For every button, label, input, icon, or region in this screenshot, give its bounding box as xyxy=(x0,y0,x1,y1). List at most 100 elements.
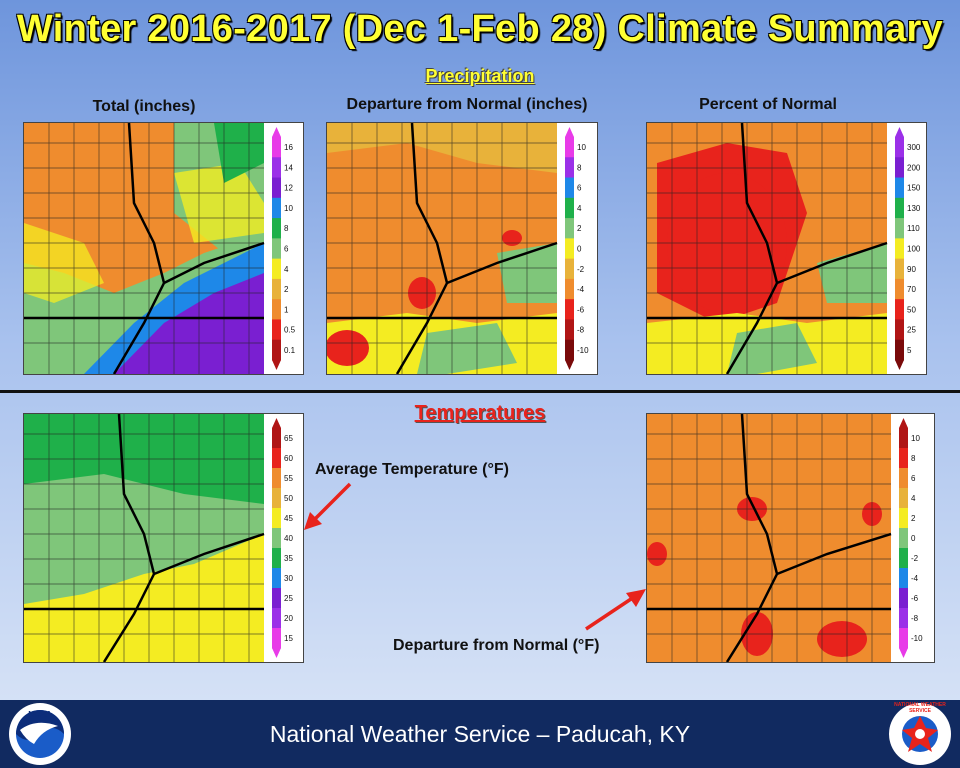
precip-percent-map-graphic: 300 200 150 130 110 100 90 70 50 25 5 xyxy=(647,123,926,374)
legend-swatch xyxy=(899,568,908,589)
avg-temp-arrow-icon xyxy=(304,482,352,530)
legend-swatch xyxy=(895,238,904,260)
legend-label: -6 xyxy=(577,305,585,314)
legend-label: 5 xyxy=(907,346,912,355)
page-title: Winter 2016-2017 (Dec 1-Feb 28) Climate … xyxy=(16,8,944,50)
legend-label: -8 xyxy=(911,614,919,623)
legend-swatch xyxy=(565,299,574,320)
legend-label: 45 xyxy=(284,514,293,523)
legend-swatch xyxy=(899,448,908,469)
legend-swatch xyxy=(895,137,904,158)
legend-label: 6 xyxy=(577,184,582,193)
legend-label: 4 xyxy=(911,494,916,503)
legend-swatch xyxy=(272,628,281,649)
legend-label: -8 xyxy=(577,326,585,335)
legend-swatch xyxy=(895,177,904,199)
legend-label: 110 xyxy=(907,224,920,233)
legend-label: -6 xyxy=(911,594,919,603)
legend-label: 0 xyxy=(577,245,582,254)
legend-swatch xyxy=(895,278,904,300)
legend-swatch xyxy=(895,299,904,320)
legend-label: 65 xyxy=(284,434,293,443)
legend-swatch xyxy=(272,137,281,158)
legend-label: 10 xyxy=(577,143,586,152)
legend-label: 60 xyxy=(284,454,293,463)
legend-swatch xyxy=(895,218,904,239)
legend-swatch xyxy=(272,197,281,219)
legend-swatch xyxy=(272,608,281,629)
legend-swatch xyxy=(899,508,908,529)
legend-label: -10 xyxy=(577,346,589,355)
legend-label: -2 xyxy=(577,265,585,274)
legend-bottom-tip xyxy=(272,360,281,370)
legend-swatch xyxy=(272,568,281,589)
legend-swatch xyxy=(899,548,908,569)
legend-swatch xyxy=(895,197,904,219)
legend-swatch xyxy=(565,137,574,158)
legend-swatch xyxy=(899,468,908,489)
legend-swatch xyxy=(272,319,281,341)
legend-label: 55 xyxy=(284,474,293,483)
precip-percent-map: 300 200 150 130 110 100 90 70 50 25 5 xyxy=(646,122,927,375)
footer-bar: National Weather Service – Paducah, KY xyxy=(0,700,960,768)
legend-swatch xyxy=(272,468,281,489)
legend-label: 20 xyxy=(284,614,293,623)
legend-label: 12 xyxy=(284,184,293,193)
legend-label: 2 xyxy=(911,514,916,523)
legend-swatch xyxy=(895,319,904,341)
legend-bottom-tip xyxy=(272,648,281,658)
legend-label: -4 xyxy=(911,574,919,583)
legend-swatch xyxy=(272,177,281,199)
legend-swatch xyxy=(565,197,574,219)
legend-label: 50 xyxy=(284,494,293,503)
legend-top-tip xyxy=(895,127,904,137)
temperatures-heading: Temperatures xyxy=(414,402,546,424)
legend-swatch xyxy=(272,528,281,549)
legend-label: 14 xyxy=(284,163,293,172)
legend-label: -10 xyxy=(911,634,923,643)
legend-label: 25 xyxy=(284,594,293,603)
legend-swatch xyxy=(272,218,281,239)
avg-temp-map: 65 60 55 50 45 40 35 30 25 20 15 xyxy=(23,413,304,663)
legend-label: 0.5 xyxy=(284,326,296,335)
legend-swatch xyxy=(272,588,281,609)
legend-swatch xyxy=(272,548,281,569)
legend-label: 6 xyxy=(284,245,289,254)
legend-label: 35 xyxy=(284,554,293,563)
legend-swatch xyxy=(565,319,574,341)
legend-label: 25 xyxy=(907,326,916,335)
legend-label: 1 xyxy=(284,305,289,314)
legend-label: 100 xyxy=(907,245,921,254)
legend-bottom-tip xyxy=(899,648,908,658)
legend-label: 15 xyxy=(284,634,293,643)
temp-departure-map: 10 8 6 4 2 0 -2 -4 -6 -8 -10 xyxy=(646,413,935,663)
legend-swatch xyxy=(899,528,908,549)
legend-label: 10 xyxy=(284,204,293,213)
legend-top-tip xyxy=(272,418,281,428)
legend-swatch xyxy=(899,608,908,629)
legend-swatch xyxy=(272,428,281,449)
legend-swatch xyxy=(272,448,281,469)
legend-swatch xyxy=(565,157,574,179)
legend-top-tip xyxy=(565,127,574,137)
legend-swatch xyxy=(899,588,908,609)
legend-swatch xyxy=(899,488,908,509)
legend-swatch xyxy=(272,278,281,300)
legend-label: 70 xyxy=(907,285,916,294)
legend-swatch xyxy=(565,238,574,260)
legend-bottom-tip xyxy=(895,360,904,370)
legend-label: 16 xyxy=(284,143,293,152)
legend-label: -4 xyxy=(577,285,585,294)
legend-swatch xyxy=(895,339,904,361)
section-divider xyxy=(0,390,960,393)
legend-swatch xyxy=(272,299,281,320)
legend-top-tip xyxy=(272,127,281,137)
total-precip-legend xyxy=(265,123,303,374)
legend-label: 2 xyxy=(284,285,289,294)
legend-label: 30 xyxy=(284,574,293,583)
legend-top-tip xyxy=(899,418,908,428)
legend-label: 8 xyxy=(577,163,582,172)
temp-departure-callout: Departure from Normal (°F) xyxy=(393,637,600,654)
legend-swatch xyxy=(272,508,281,529)
noaa-logo-text: NOAA xyxy=(28,710,52,719)
